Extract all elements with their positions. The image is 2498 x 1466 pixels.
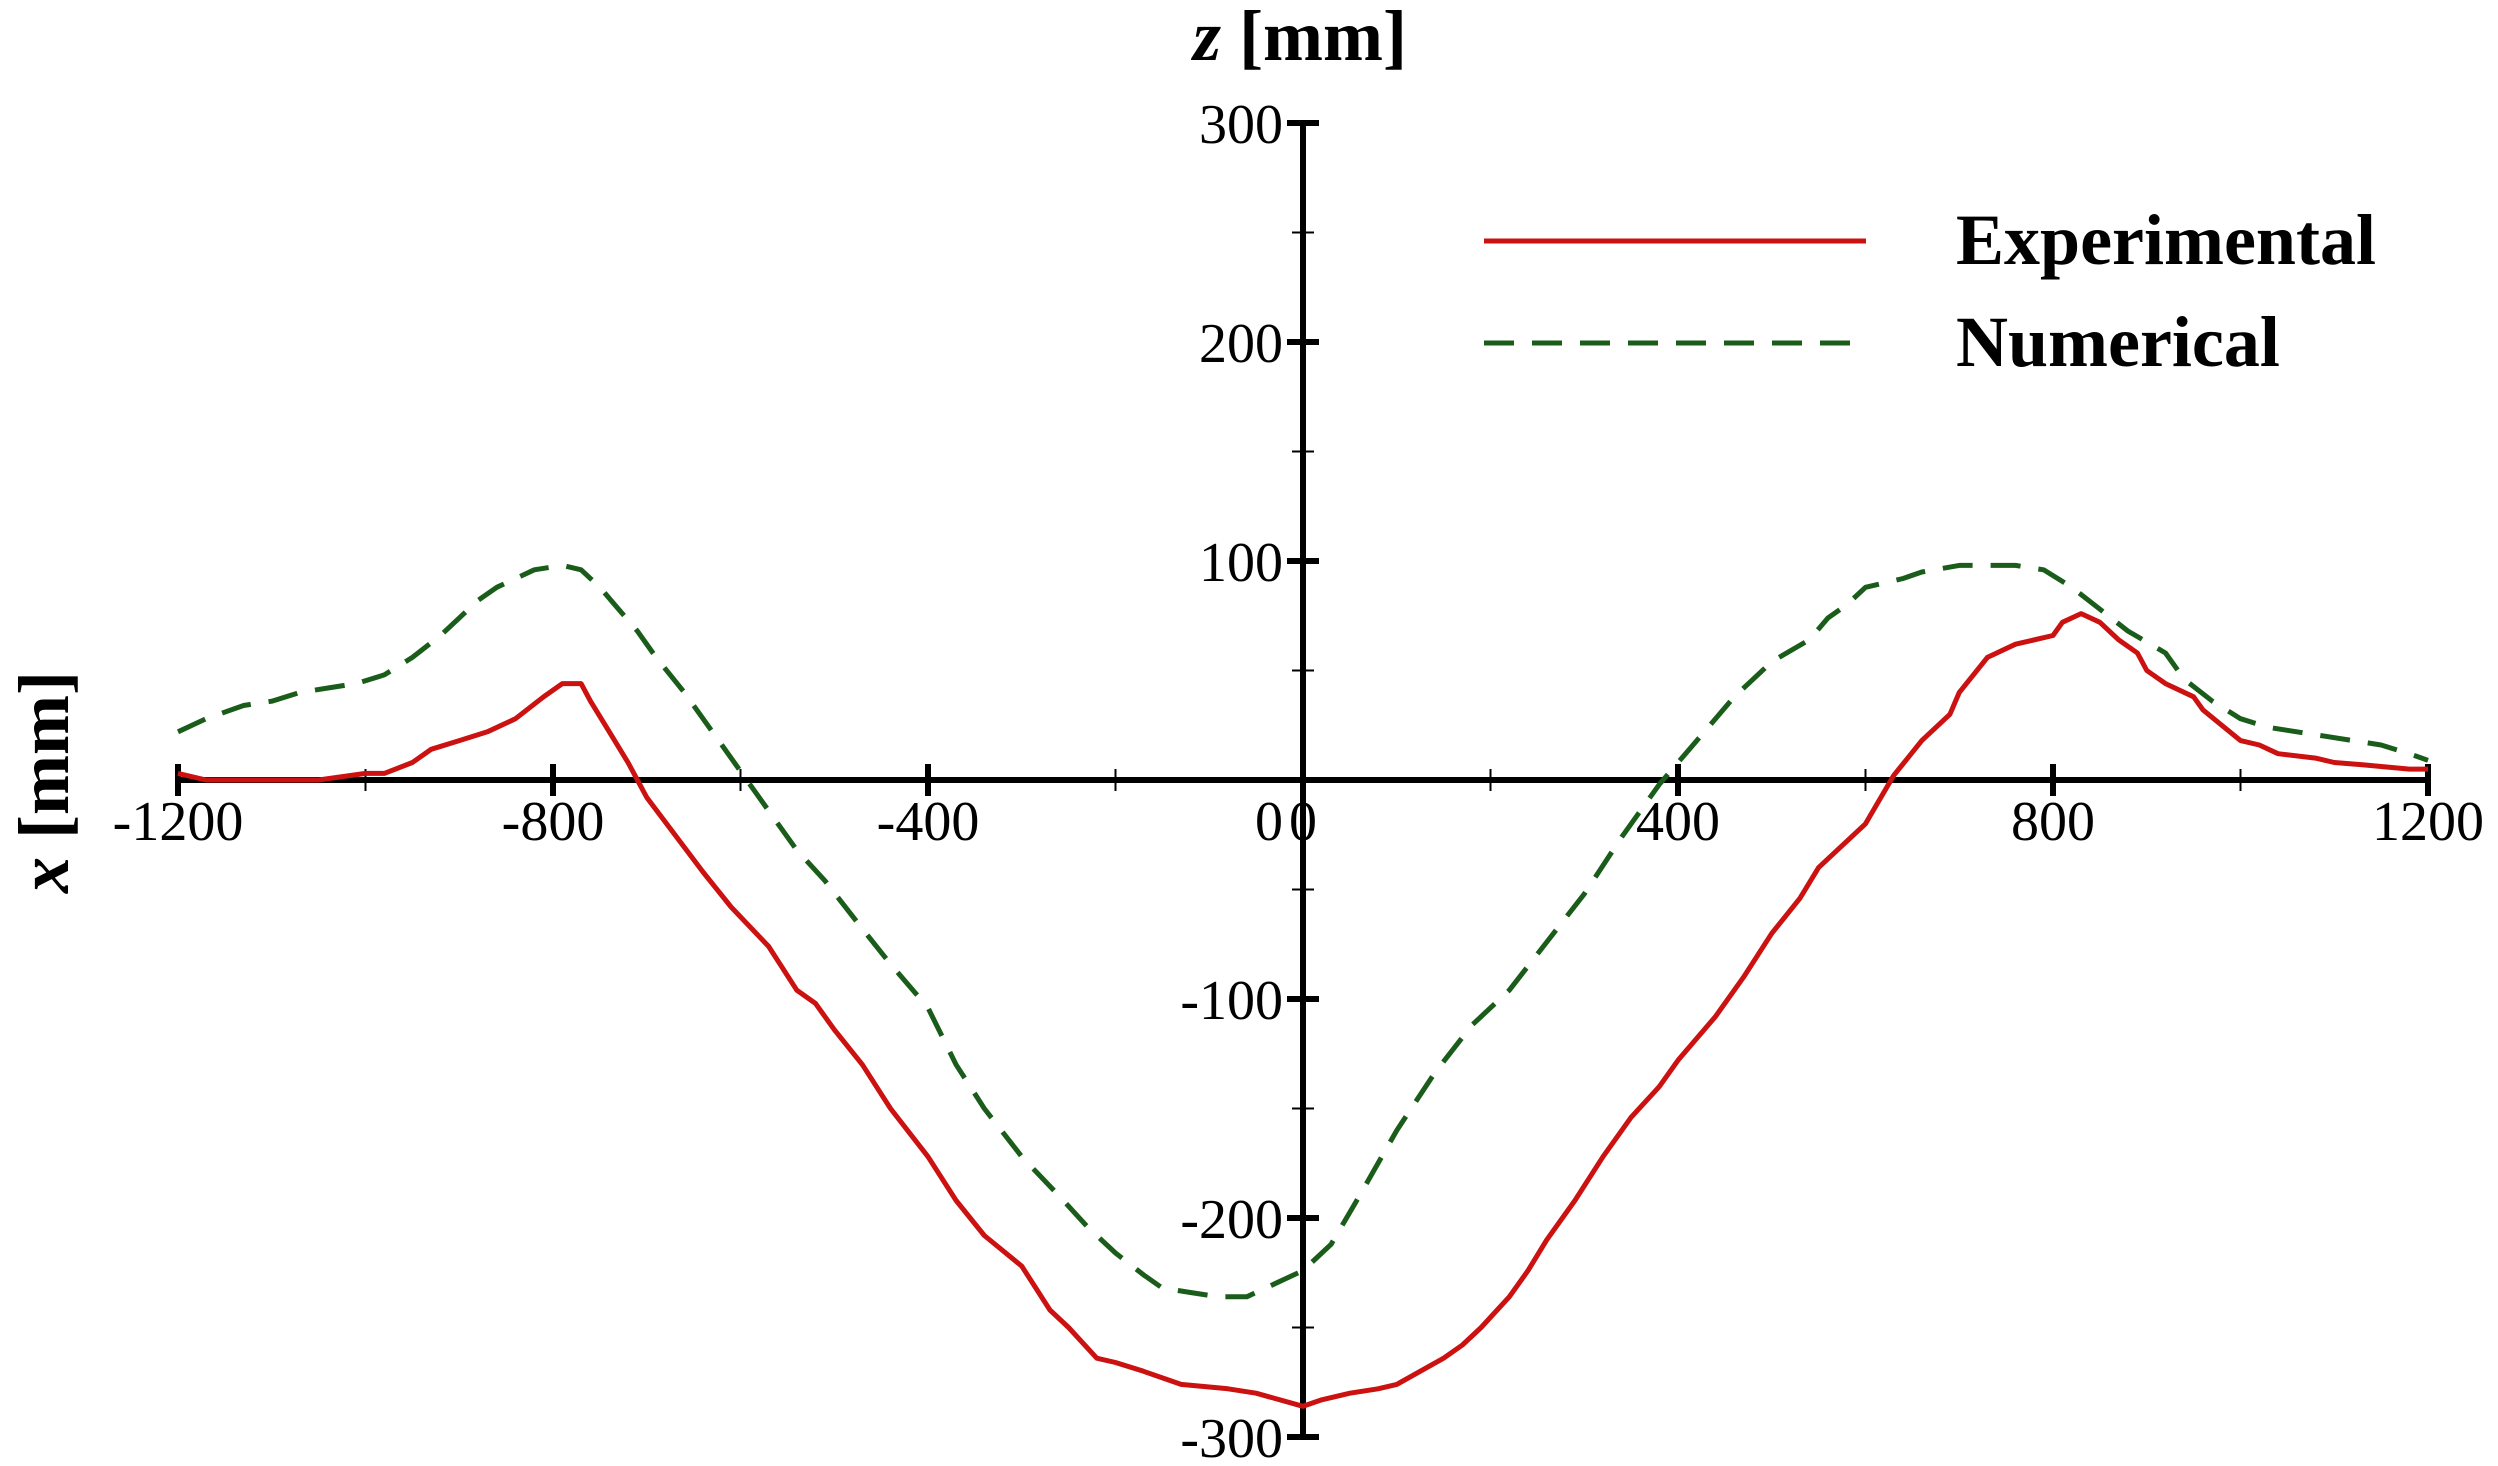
y-tick-label: 0: [1255, 791, 1283, 853]
y-tick-label: 200: [1199, 313, 1283, 375]
legend: Experimental Numerical: [1484, 200, 2376, 382]
x-tick-label: 800: [2011, 791, 2095, 853]
series-line-experimental: [177, 611, 2428, 1409]
series-line-numerical: [176, 562, 2429, 1300]
x-tick-labels: -1200 -800 -400 0 400 800 1200: [113, 791, 2484, 853]
x-tick-label: 1200: [2372, 791, 2484, 853]
x-tick-label: -1200: [113, 791, 244, 853]
y-tick-label: -200: [1180, 1189, 1283, 1251]
x-tick-label: -800: [502, 791, 605, 853]
x-axis-title: z [mm]: [1190, 0, 1407, 76]
y-tick-label: 300: [1199, 94, 1283, 156]
series-layer: [176, 562, 2429, 1409]
y-tick-label: -300: [1180, 1408, 1283, 1466]
x-tick-label: 0: [1289, 791, 1317, 853]
y-tick-label: -100: [1180, 970, 1283, 1032]
legend-label-numerical: Numerical: [1956, 302, 2280, 382]
x-tick-label: -400: [877, 791, 980, 853]
legend-label-experimental: Experimental: [1956, 200, 2376, 280]
y-tick-labels: 300 200 100 0 -100 -200 -300: [1180, 94, 1283, 1466]
x-tick-label: 400: [1636, 791, 1720, 853]
y-axis-title: x[mm]: [4, 671, 84, 894]
y-tick-label: 100: [1199, 532, 1283, 594]
